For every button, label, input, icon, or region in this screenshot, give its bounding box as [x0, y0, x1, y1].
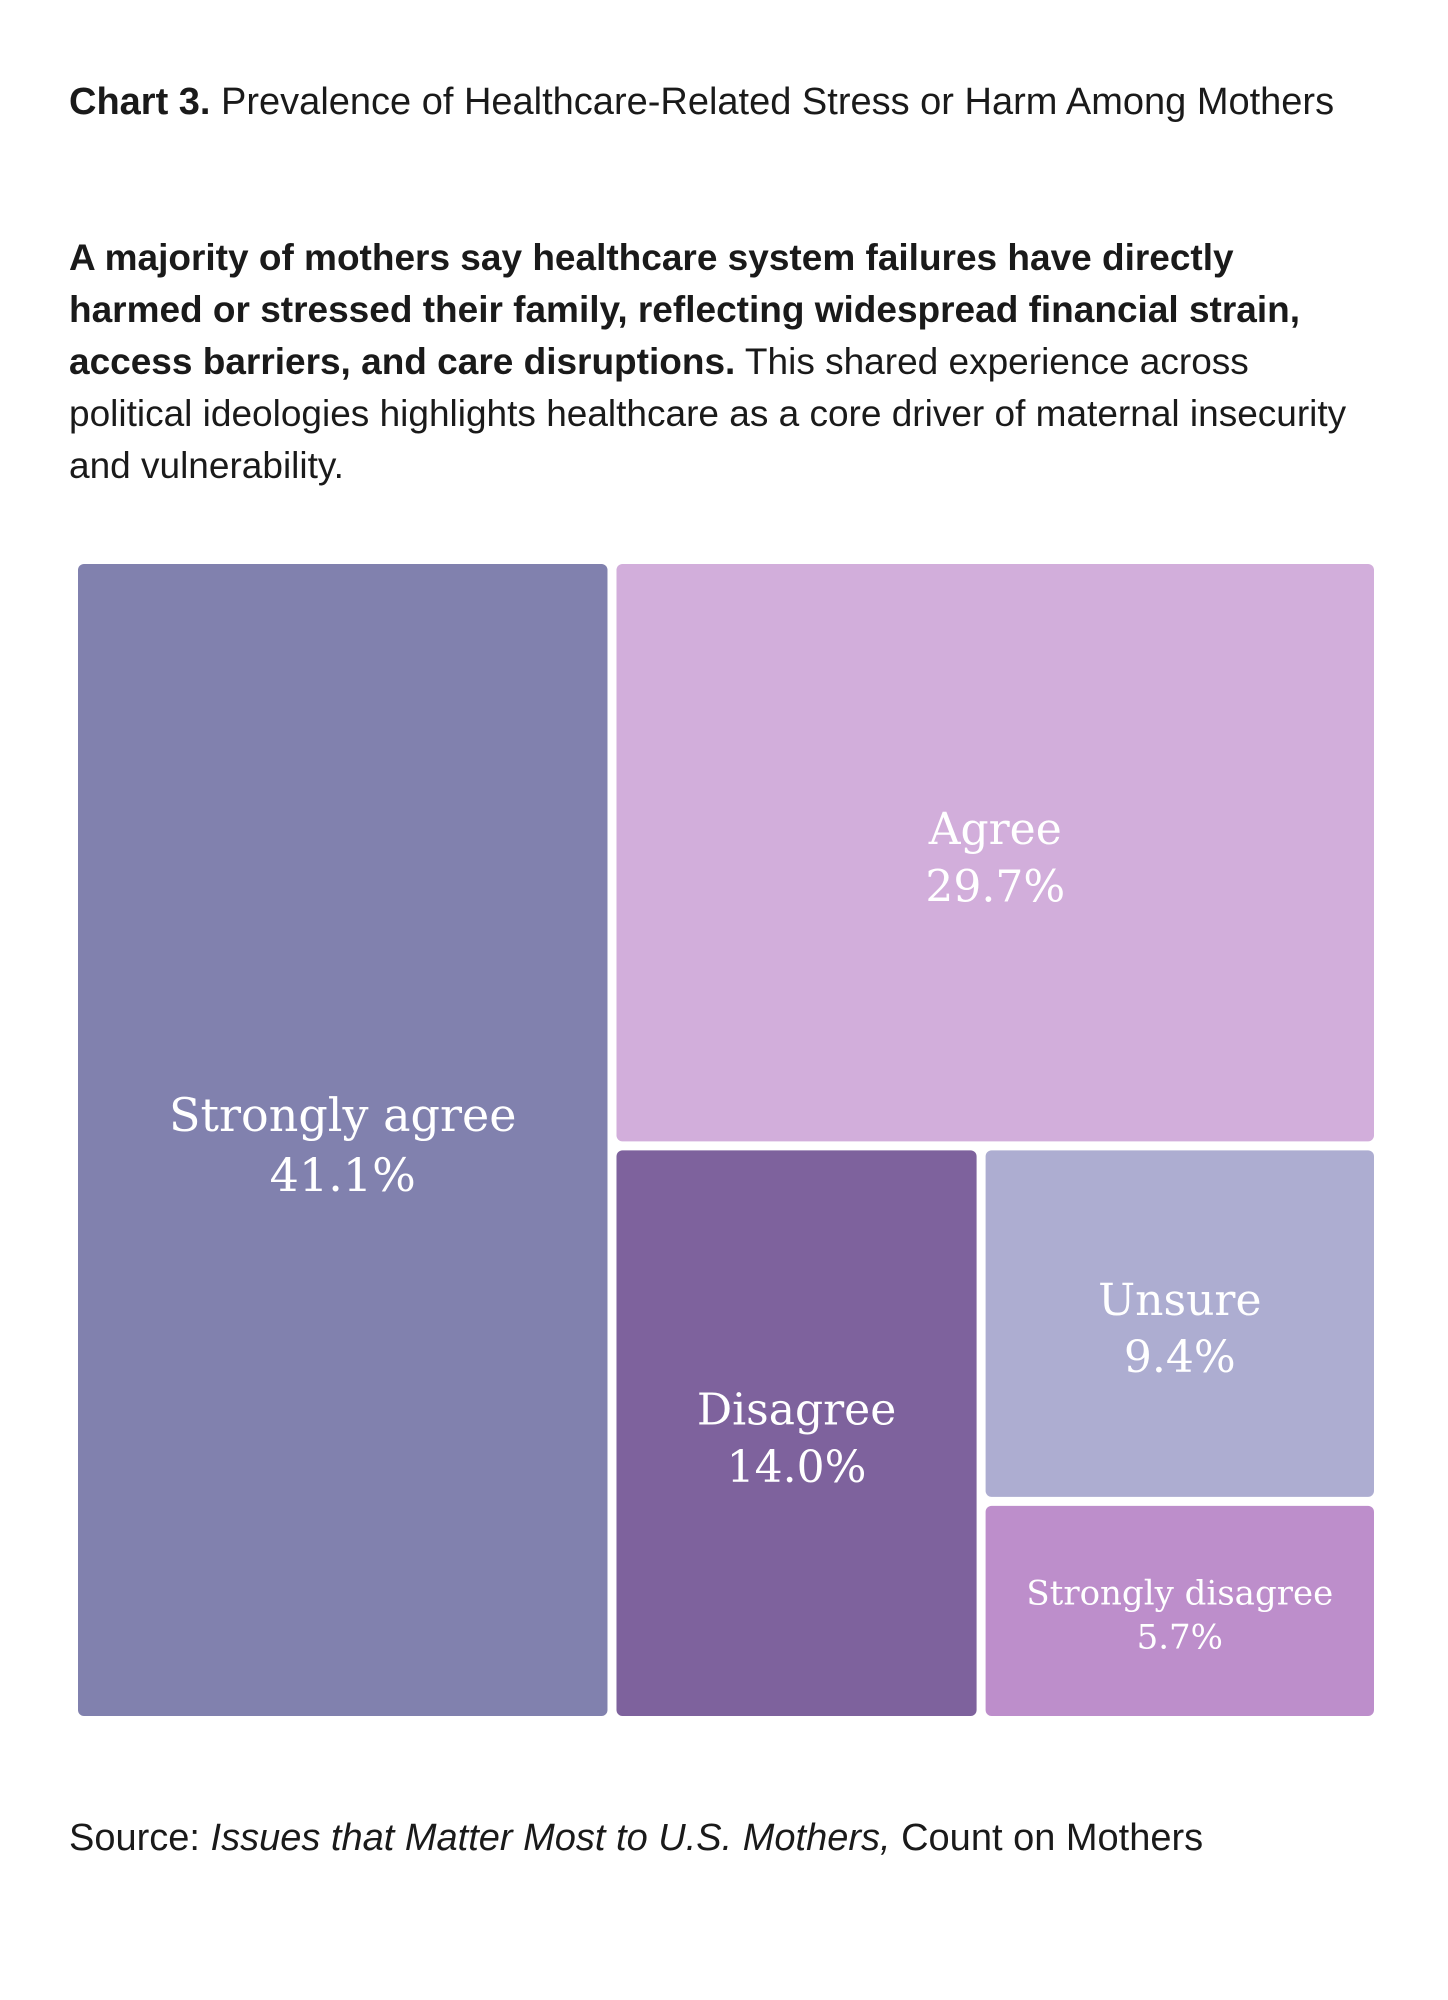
source-suffix: Count on Mothers — [890, 1817, 1204, 1859]
treemap-value-disagree: 14.0% — [727, 1442, 867, 1493]
treemap-label-agree: Agree — [928, 804, 1062, 855]
treemap-label-disagree: Disagree — [697, 1385, 896, 1436]
treemap-cell-agree: Agree 29.7% — [616, 564, 1374, 1142]
treemap-value-agree: 29.7% — [925, 861, 1065, 912]
treemap-rect-disagree — [616, 1150, 977, 1716]
treemap-rect-strongly-agree — [78, 564, 608, 1716]
treemap-label-strongly-disagree: Strongly disagree — [1026, 1573, 1333, 1613]
treemap-rect-unsure — [985, 1150, 1374, 1497]
chart-title: Prevalence of Healthcare-Related Stress … — [221, 81, 1335, 123]
treemap-cell-strongly-disagree: Strongly disagree 5.7% — [985, 1505, 1374, 1716]
source-publication: Issues that Matter Most to U.S. Mothers, — [210, 1817, 891, 1859]
treemap-label-unsure: Unsure — [1098, 1275, 1261, 1326]
intro-bold: A majority of mothers say healthcare sys… — [69, 237, 1300, 382]
treemap-value-strongly-agree: 41.1% — [270, 1148, 416, 1202]
treemap-value-strongly-disagree: 5.7% — [1137, 1618, 1223, 1658]
treemap-cell-strongly-agree: Strongly agree 41.1% — [78, 564, 608, 1716]
intro-paragraph: A majority of mothers say healthcare sys… — [69, 232, 1369, 492]
intro-rest: This shared experience across political … — [69, 341, 1347, 486]
source-prefix: Source: — [69, 1817, 211, 1859]
chart-heading: Chart 3. Prevalence of Healthcare-Relate… — [69, 76, 1369, 128]
treemap-cell-unsure: Unsure 9.4% — [985, 1150, 1374, 1497]
treemap-value-unsure: 9.4% — [1124, 1332, 1236, 1383]
treemap-label-strongly-agree: Strongly agree — [169, 1088, 516, 1142]
treemap-rect-strongly-disagree — [985, 1505, 1374, 1716]
chart-number: Chart 3. — [69, 81, 211, 123]
source-note: Source: Issues that Matter Most to U.S. … — [69, 1812, 1369, 1864]
treemap-cell-disagree: Disagree 14.0% — [616, 1150, 977, 1716]
treemap-rect-agree — [616, 564, 1374, 1142]
